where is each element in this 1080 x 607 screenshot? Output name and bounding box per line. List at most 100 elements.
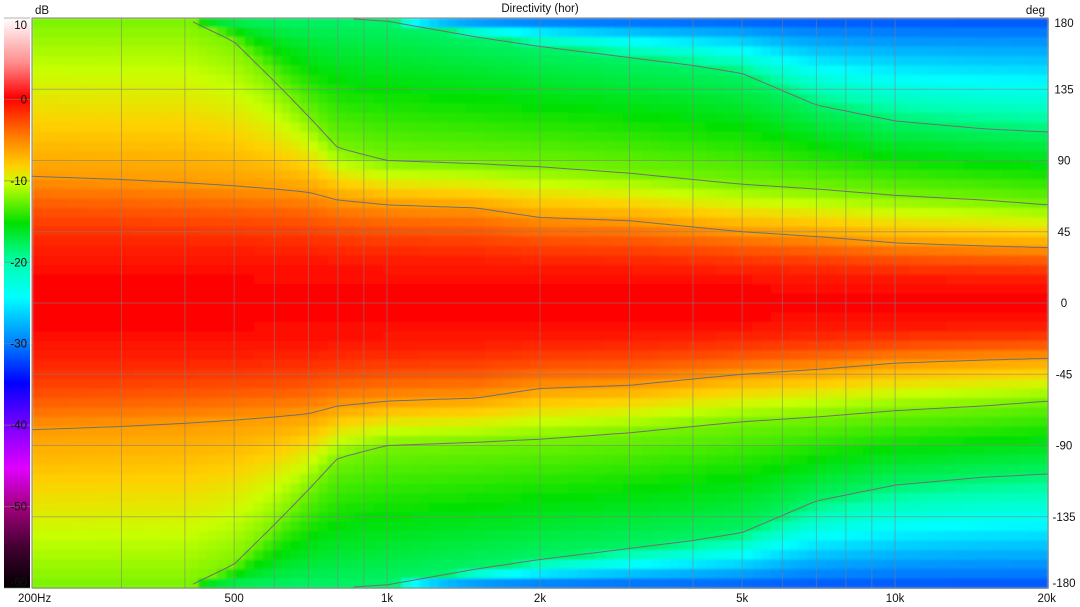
heatmap-cell [466,579,476,589]
heatmap-cell [143,189,153,199]
heatmap-cell [328,256,338,266]
heatmap-cell [595,332,605,342]
heatmap-cell [577,503,587,513]
heatmap-cell [152,284,162,294]
heatmap-cell [475,408,485,418]
heatmap-cell [715,265,725,275]
heatmap-cell [106,474,116,484]
heatmap-cell [87,493,97,503]
heatmap-cell [715,541,725,551]
heatmap-cell [69,389,79,399]
heatmap-cell [485,75,495,85]
heatmap-cell [743,503,753,513]
heatmap-cell [87,66,97,76]
heatmap-cell [586,332,596,342]
heatmap-cell [272,256,282,266]
heatmap-cell [531,66,541,76]
heatmap-cell [198,123,208,133]
heatmap-cell [586,151,596,161]
heatmap-cell [115,408,125,418]
heatmap-cell [558,199,568,209]
heatmap-cell [161,284,171,294]
heatmap-cell [171,284,181,294]
heatmap-cell [97,455,107,465]
heatmap-cell [115,113,125,123]
heatmap-cell [679,18,689,28]
heatmap-cell [115,465,125,475]
heatmap-cell [152,237,162,247]
heatmap-cell [780,94,790,104]
heatmap-cell [429,189,439,199]
heatmap-cell [346,351,356,361]
heatmap-cell [743,379,753,389]
heatmap-cell [411,332,421,342]
heatmap-cell [383,113,393,123]
heatmap-cell [207,322,217,332]
heatmap-cell [438,66,448,76]
heatmap-cell [309,47,319,57]
heatmap-cell [291,332,301,342]
heatmap-cell [69,132,79,142]
heatmap-cell [318,322,328,332]
heatmap-cell [41,332,51,342]
heatmap-cell [715,560,725,570]
heatmap-cell [272,151,282,161]
heatmap-cell [512,237,522,247]
heatmap-cell [69,522,79,532]
heatmap-cell [549,313,559,323]
heatmap-cell [106,256,116,266]
heatmap-cell [522,436,532,446]
heatmap-cell [494,246,504,256]
heatmap-cell [254,37,264,47]
heatmap-cell [97,332,107,342]
heatmap-cell [115,541,125,551]
heatmap-cell [660,455,670,465]
heatmap-cell [365,313,375,323]
heatmap-cell [420,379,430,389]
heatmap-cell [669,37,679,47]
heatmap-cell [235,541,245,551]
heatmap-cell [669,322,679,332]
heatmap-cell [568,322,578,332]
heatmap-cell [586,123,596,133]
heatmap-cell [503,180,513,190]
heatmap-cell [485,56,495,66]
heatmap-cell [318,161,328,171]
heatmap-cell [614,28,624,38]
heatmap-cell [669,531,679,541]
heatmap-cell [651,37,661,47]
heatmap-cell [697,94,707,104]
heatmap-cell [448,75,458,85]
heatmap-cell [605,199,615,209]
heatmap-cell [595,417,605,427]
heatmap-cell [660,104,670,114]
heatmap-cell [725,446,735,456]
heatmap-cell [771,465,781,475]
heatmap-cell [679,360,689,370]
heatmap-cell [50,123,60,133]
heatmap-cell [429,569,439,579]
heatmap-cell [281,275,291,285]
heatmap-cell [401,66,411,76]
heatmap-cell [134,75,144,85]
heatmap-cell [679,47,689,57]
heatmap-cell [752,436,762,446]
heatmap-cell [235,503,245,513]
heatmap-cell [522,113,532,123]
heatmap-cell [762,265,772,275]
heatmap-cell [171,408,181,418]
heatmap-cell [549,218,559,228]
heatmap-cell [660,47,670,57]
heatmap-cell [660,284,670,294]
heatmap-cell [715,465,725,475]
heatmap-cell [401,389,411,399]
heatmap-cell [651,522,661,532]
heatmap-cell [429,246,439,256]
heatmap-cell [771,199,781,209]
heatmap-cell [207,66,217,76]
heatmap-cell [420,246,430,256]
heatmap-cell [365,237,375,247]
heatmap-cell [78,360,88,370]
heatmap-cell [632,313,642,323]
heatmap-cell [743,389,753,399]
